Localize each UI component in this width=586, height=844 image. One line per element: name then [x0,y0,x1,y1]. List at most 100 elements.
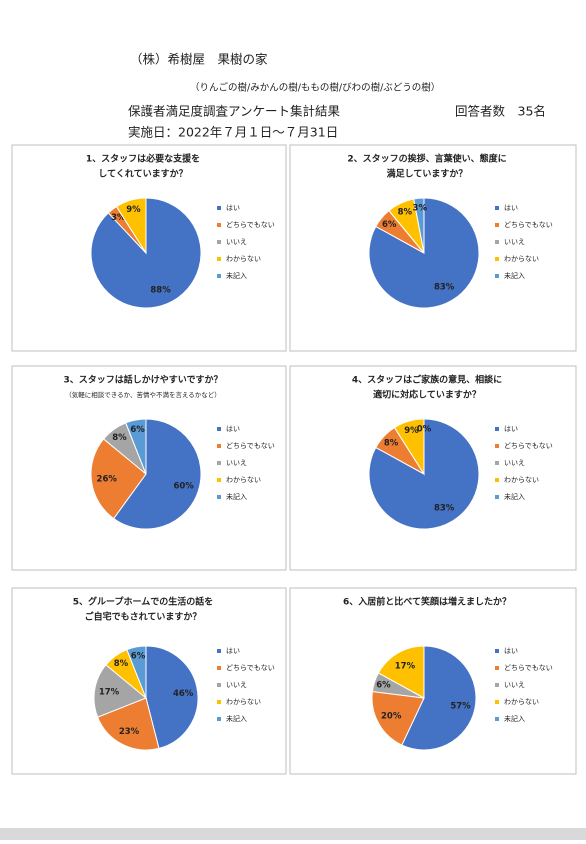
value-label: 0% [417,424,432,434]
chart-title: してくれていますか？ [98,169,187,180]
legend-label: はい [226,647,240,655]
legend-label: わからない [504,476,539,484]
chart-title: 1、スタッフは必要な支援を [86,153,200,165]
legend-swatch [217,427,221,431]
pie-slice [145,645,199,749]
chart-title: 2、スタッフの挨拶、言葉使い、態度に [347,153,506,165]
value-label: 20% [381,712,402,722]
value-label: 88% [150,285,171,295]
legend-swatch [495,666,499,670]
pie-slice [401,645,477,751]
pie-slice [377,645,425,699]
legend-swatch [217,274,221,278]
survey-date: 実施日：2022年７月１日～７月31日 [128,125,338,140]
legend-label: わからない [226,255,261,263]
value-label: 8% [398,208,413,218]
legend-swatch [495,495,499,499]
pie-slice [413,197,425,254]
legend-label: いいえ [226,459,247,467]
legend-swatch [495,223,499,227]
legend-swatch [217,700,221,704]
legend-label: わからない [226,476,261,484]
legend-swatch [217,495,221,499]
value-label: 6% [131,652,146,662]
value-label: 3% [413,204,428,214]
legend-label: わからない [504,255,539,263]
legend-swatch [217,223,221,227]
legend-swatch [495,717,499,721]
pie-slice [97,697,160,751]
chart-title: 3、スタッフは話しかけやすいですか？ [64,374,223,386]
chart-title: ご自宅でもされていますか？ [85,611,202,623]
value-label: 6% [130,425,145,435]
panel-border [11,144,287,352]
legend-swatch [217,444,221,448]
legend-label: いいえ [504,681,525,689]
legend-label: わからない [504,698,539,706]
legend-label: はい [504,647,518,655]
panel-border [289,587,577,775]
legend-swatch [495,274,499,278]
value-label: 8% [384,439,399,449]
legend-swatch [495,240,499,244]
legend-label: 未記入 [226,271,247,280]
value-label: 83% [434,504,455,514]
value-label: 17% [99,688,120,698]
legend-label: 未記入 [226,714,247,723]
legend-swatch [495,461,499,465]
value-label: 17% [395,661,416,671]
respondents: 回答者数 35名 [455,104,546,119]
legend-label: はい [504,425,518,433]
value-label: 6% [376,680,391,690]
legend-swatch [217,649,221,653]
value-label: 60% [173,482,194,492]
value-label: 23% [119,727,140,737]
value-label: 8% [114,659,129,669]
value-label: 8% [112,433,127,443]
legend-swatch [217,461,221,465]
legend-swatch [495,700,499,704]
legend-swatch [495,444,499,448]
value-label: 26% [97,474,118,484]
chart-title: 適切に対応していますか？ [373,389,481,401]
homes: （りんごの樹/みかんの樹/ももの樹/びわの樹/ぶどうの樹） [190,82,440,94]
panel-border [11,587,287,775]
legend-swatch [217,717,221,721]
legend-swatch [217,206,221,210]
value-label: 9% [404,426,419,436]
legend-label: いいえ [226,238,247,246]
legend-label: 未記入 [504,271,525,280]
pie-slice [90,438,147,520]
report-title: 保護者満足度調査アンケート集計結果 [128,104,341,119]
legend-swatch [495,683,499,687]
legend-label: どちらでもない [226,664,275,672]
legend-label: どちらでもない [226,442,275,450]
legend-label: 未記入 [504,714,525,723]
legend-swatch [495,427,499,431]
legend-label: どちらでもない [504,442,553,450]
panel-border [11,365,287,571]
chart-title: 4、スタッフはご家族の意見、相談に [352,374,502,386]
pie-slice [93,664,147,718]
chart-title: 6、入居前と比べて笑顔は増えましたか？ [343,596,511,608]
legend-label: 未記入 [226,492,247,501]
legend-label: どちらでもない [504,221,553,229]
legend-label: どちらでもない [504,664,553,672]
legend-swatch [217,257,221,261]
legend-label: はい [226,204,240,212]
legend-swatch [217,478,221,482]
panel-border [289,144,577,352]
legend-swatch [495,649,499,653]
legend-swatch [495,478,499,482]
legend-label: 未記入 [504,492,525,501]
pie-slice [112,418,202,530]
bottom-bar [0,828,586,840]
legend-label: わからない [226,698,261,706]
panel-border [289,365,577,571]
legend-swatch [217,666,221,670]
legend-label: いいえ [504,459,525,467]
value-label: 57% [450,702,471,712]
value-label: 46% [173,689,194,699]
chart-title: 満足していますか？ [387,168,468,180]
